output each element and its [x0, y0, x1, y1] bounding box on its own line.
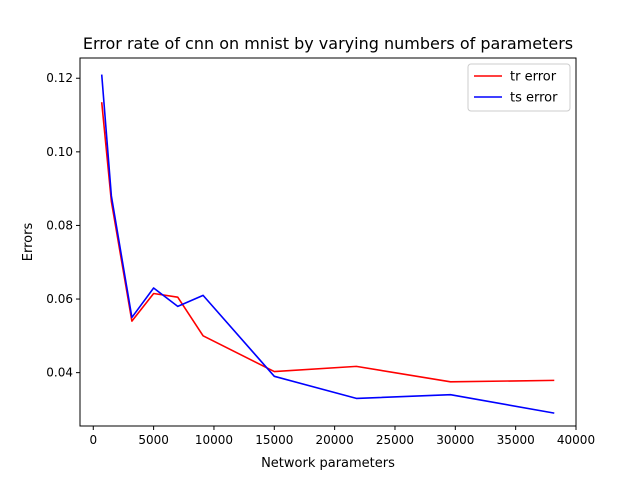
x-axis-label: Network parameters — [261, 456, 395, 471]
y-axis-label: Errors — [21, 223, 36, 262]
x-tick-label: 25000 — [376, 433, 414, 447]
y-tick-label: 0.06 — [46, 292, 73, 306]
y-tick-label: 0.12 — [46, 71, 73, 85]
y-tick-label: 0.04 — [46, 366, 73, 380]
x-tick-label: 20000 — [316, 433, 354, 447]
x-tick-label: 35000 — [497, 433, 535, 447]
x-tick-label: 30000 — [436, 433, 474, 447]
chart-title: Error rate of cnn on mnist by varying nu… — [83, 34, 573, 53]
legend: tr error ts error — [468, 64, 570, 111]
legend-label-0: tr error — [510, 70, 557, 85]
legend-label-1: ts error — [510, 91, 558, 106]
x-tick-label: 10000 — [195, 433, 233, 447]
x-tick-label: 0 — [89, 433, 97, 447]
x-tick-label: 5000 — [138, 433, 169, 447]
x-tick-label: 40000 — [557, 433, 595, 447]
y-tick-label: 0.10 — [46, 145, 73, 159]
y-tick-label: 0.08 — [46, 218, 73, 232]
x-tick-label: 15000 — [255, 433, 293, 447]
